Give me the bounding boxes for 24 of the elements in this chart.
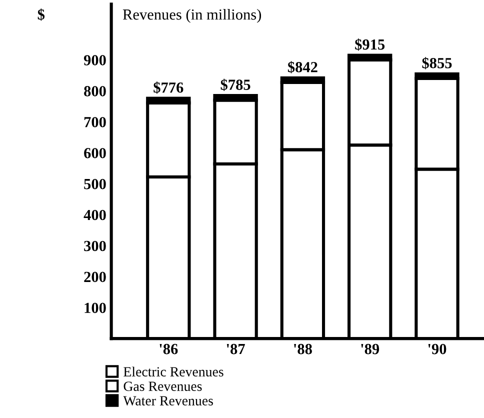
y-tick-label: 200 bbox=[84, 272, 106, 282]
x-tick-label: '87 bbox=[226, 344, 245, 354]
total-label: $776 bbox=[154, 82, 184, 94]
x-tick-label: '89 bbox=[361, 344, 380, 354]
y-tick-label: 500 bbox=[84, 178, 106, 190]
y-tick-label: 400 bbox=[84, 210, 106, 220]
legend-label: Electric Revenues bbox=[124, 366, 224, 376]
x-tick-label: '90 bbox=[428, 344, 446, 354]
chart-title: Revenues (in millions) bbox=[122, 8, 262, 23]
total-label: $842 bbox=[288, 61, 318, 74]
y-tick-label: 600 bbox=[84, 148, 106, 158]
y-tick-label: 300 bbox=[84, 240, 106, 252]
y-tick-label: 800 bbox=[84, 86, 106, 96]
total-label: $855 bbox=[422, 57, 452, 70]
y-tick-label: 700 bbox=[84, 116, 106, 128]
total-label: $915 bbox=[355, 38, 385, 51]
legend-label: Water Revenues bbox=[123, 396, 213, 406]
legend-label: Gas Revenues bbox=[124, 382, 202, 391]
x-tick-label: '88 bbox=[294, 344, 312, 354]
y-tick-label: 900 bbox=[84, 55, 106, 66]
x-tick-label: '86 bbox=[160, 344, 178, 354]
y-axis-title: $ bbox=[38, 8, 45, 21]
total-label: $785 bbox=[220, 78, 250, 91]
y-tick-label: 100 bbox=[84, 302, 106, 314]
